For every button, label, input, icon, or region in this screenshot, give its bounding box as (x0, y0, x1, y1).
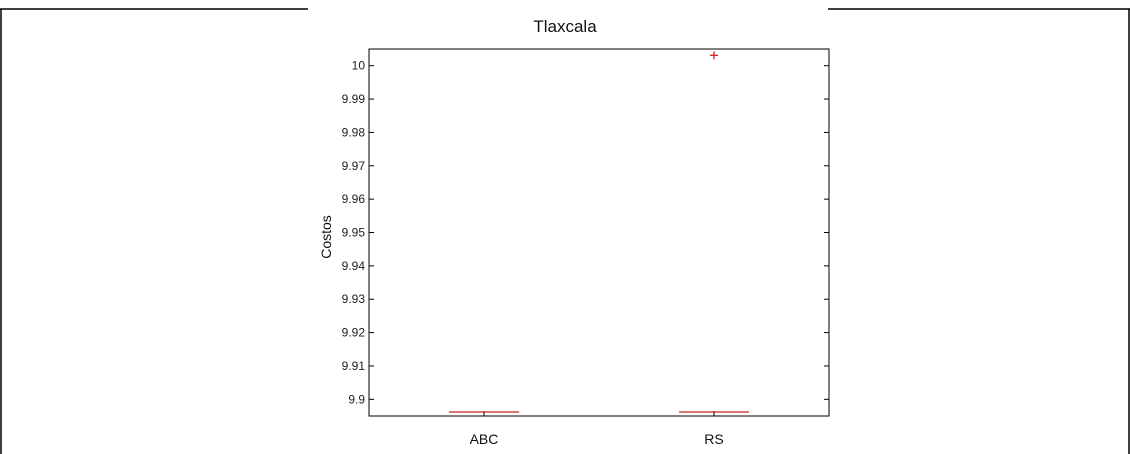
x-tick-label: RS (704, 431, 723, 447)
y-ticks: 9.9 9.91 9.92 9.93 9.94 9.95 9.96 9.97 9.98 9.99 1… (342, 59, 829, 406)
x-tick-label: ABC (470, 431, 499, 447)
y-tick-label: 9.99 (342, 92, 366, 106)
y-tick-label: 9.94 (342, 259, 366, 273)
y-tick-label: 9.92 (342, 326, 366, 340)
y-tick-label: 10 (352, 59, 366, 73)
plot-area (368, 48, 830, 417)
y-tick-label: 9.98 (342, 125, 366, 139)
y-axis-label: Costos (318, 215, 334, 259)
y-tick-label: 9.9 (348, 392, 365, 406)
chart-title: Tlaxcala (533, 17, 597, 36)
y-tick-label: 9.96 (342, 192, 366, 206)
y-tick-label: 9.97 (342, 159, 366, 173)
box-marks (449, 51, 749, 416)
y-tick-label: 9.93 (342, 292, 366, 306)
y-tick-label: 9.91 (342, 359, 366, 373)
outlier-marker (710, 51, 718, 60)
x-tick-labels: ABC RS (470, 431, 724, 447)
y-tick-label: 9.95 (342, 226, 366, 240)
